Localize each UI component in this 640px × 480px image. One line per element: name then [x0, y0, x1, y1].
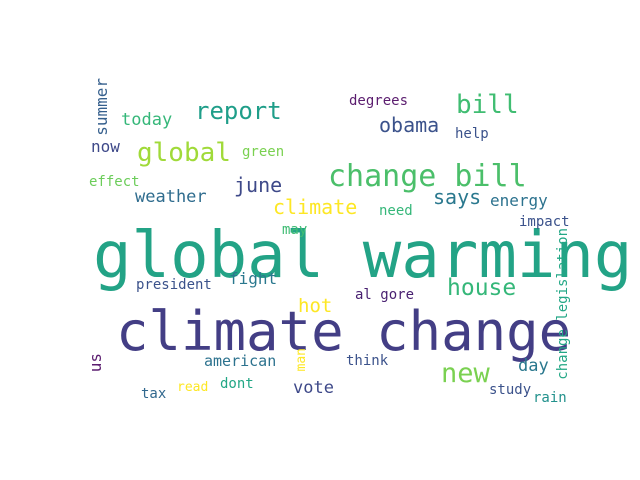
- word-help: help: [455, 126, 489, 142]
- word-rain: rain: [533, 390, 567, 406]
- word-vote: vote: [293, 378, 334, 398]
- word-may: may: [282, 222, 308, 238]
- word-today: today: [121, 110, 173, 130]
- word-day: day: [518, 356, 549, 376]
- word-energy: energy: [490, 191, 548, 210]
- word-house: house: [447, 275, 517, 301]
- word-fight: fight: [229, 269, 278, 288]
- word-new: new: [441, 358, 490, 389]
- word-al-gore: al gore: [355, 287, 415, 303]
- word-impact: impact: [519, 214, 570, 230]
- word-green: green: [242, 144, 285, 160]
- word-change-bill: change bill: [328, 159, 527, 194]
- word-summer: summer: [92, 78, 111, 136]
- word-report: report: [195, 97, 282, 125]
- word-effect: effect: [89, 174, 140, 190]
- word-tax: tax: [141, 386, 167, 402]
- word-weather: weather: [135, 187, 207, 207]
- word-climate: climate: [273, 195, 358, 219]
- word-think: think: [346, 353, 389, 369]
- word-says: says: [433, 185, 482, 209]
- word-american: american: [204, 352, 277, 370]
- word-read: read: [177, 380, 209, 395]
- word-june: june: [234, 173, 283, 197]
- word-global-warming: global warming: [93, 219, 633, 293]
- word-change-legislation: change legislation: [555, 228, 571, 380]
- word-now: now: [91, 137, 120, 156]
- word-president: president: [136, 277, 212, 293]
- word-us: us: [86, 353, 105, 373]
- word-need: need: [379, 203, 413, 219]
- word-study: study: [489, 382, 532, 398]
- word-global: global: [137, 138, 231, 168]
- word-degrees: degrees: [349, 93, 409, 109]
- word-bill: bill: [456, 90, 519, 120]
- word-hot: hot: [298, 295, 333, 317]
- word-man: man: [294, 348, 309, 372]
- word-climate-change: climate change: [116, 300, 572, 363]
- word-obama: obama: [379, 113, 440, 137]
- word-dont: dont: [220, 376, 254, 392]
